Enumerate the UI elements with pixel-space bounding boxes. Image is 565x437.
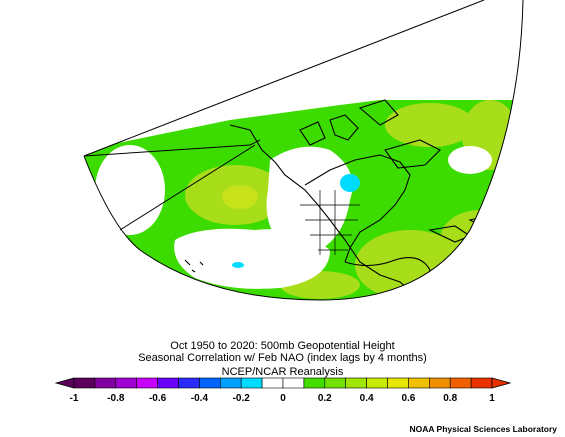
colorbar-tick-label: 0 (280, 393, 286, 404)
colorbar-segment (324, 377, 346, 389)
colorbar-segment (428, 377, 451, 389)
hawaii-islands (184, 259, 204, 273)
colorbar-tick-label: 0.6 (401, 393, 415, 404)
colorbar-segment (282, 377, 305, 389)
map-title-line3: NCEP/NCAR Reanalysis (221, 366, 344, 378)
correlation-field (84, 0, 523, 300)
colorbar-tick-label: -0.2 (233, 393, 251, 404)
colorbar-segment (157, 377, 179, 389)
colorbar-segment (115, 377, 138, 389)
colorbar-tick-label: -1 (70, 393, 79, 404)
colorbar-segment (366, 377, 388, 389)
colorbar-tick-label: 0.2 (318, 393, 332, 404)
frame-meridian-lines (83, 139, 261, 231)
colorbar: -1 -0.8 -0.6 -0.4 -0.2 0 0.2 0.4 0.6 0.8 1 (54, 377, 512, 404)
negative-spot-hudson (340, 174, 360, 192)
colorbar-segment (94, 377, 117, 389)
colorbar-segment (303, 377, 326, 389)
positive-patch-northatlantic (385, 103, 475, 147)
greenland-outline (384, 139, 441, 169)
map-title-line1: Oct 1950 to 2020: 500mb Geopotential Hei… (170, 340, 395, 352)
negative-spot-pacific (232, 262, 244, 268)
colorbar-segment (199, 377, 221, 389)
colorbar-segment (261, 377, 284, 389)
map-title-line2: Seasonal Correlation w/ Feb NAO (index l… (138, 352, 427, 364)
state-borders (300, 190, 360, 255)
neutral-region-west (95, 145, 165, 235)
colorbar-segment (220, 377, 242, 389)
colorbar-tick-label: -0.4 (191, 393, 209, 404)
arctic-islands (299, 99, 399, 146)
frame-arc (83, 0, 524, 301)
frame-north-edge (83, 0, 485, 157)
credit-label: NOAA Physical Sciences Laboratory (409, 424, 557, 434)
colorbar-segment (178, 377, 200, 389)
colorbar-segment (73, 377, 96, 389)
colorbar-left-arrow (54, 377, 75, 389)
colorbar-segment (345, 377, 367, 389)
north-america-east-coast (304, 154, 411, 263)
colorbar-tick-label: 1 (489, 393, 495, 404)
colorbar-tick-label: 0.8 (443, 393, 457, 404)
colorbar-segment (449, 377, 472, 389)
neutral-region-continent (266, 146, 353, 255)
projection-frame (83, 0, 524, 301)
colorbar-segment (470, 377, 493, 389)
colorbar-tick-label: 0.4 (360, 393, 374, 404)
colorbar-segment (387, 377, 409, 389)
colorbar-right-arrow (491, 377, 512, 389)
neutral-region-atlantic (448, 146, 492, 174)
continent-outlines (184, 99, 512, 300)
colorbar-tick-label: -0.6 (149, 393, 167, 404)
colorbar-tick-label: -0.8 (107, 393, 125, 404)
positive-core-pacific (222, 185, 258, 209)
colorbar-segment (240, 377, 263, 389)
colorbar-segment (136, 377, 158, 389)
colorbar-segment (408, 377, 430, 389)
